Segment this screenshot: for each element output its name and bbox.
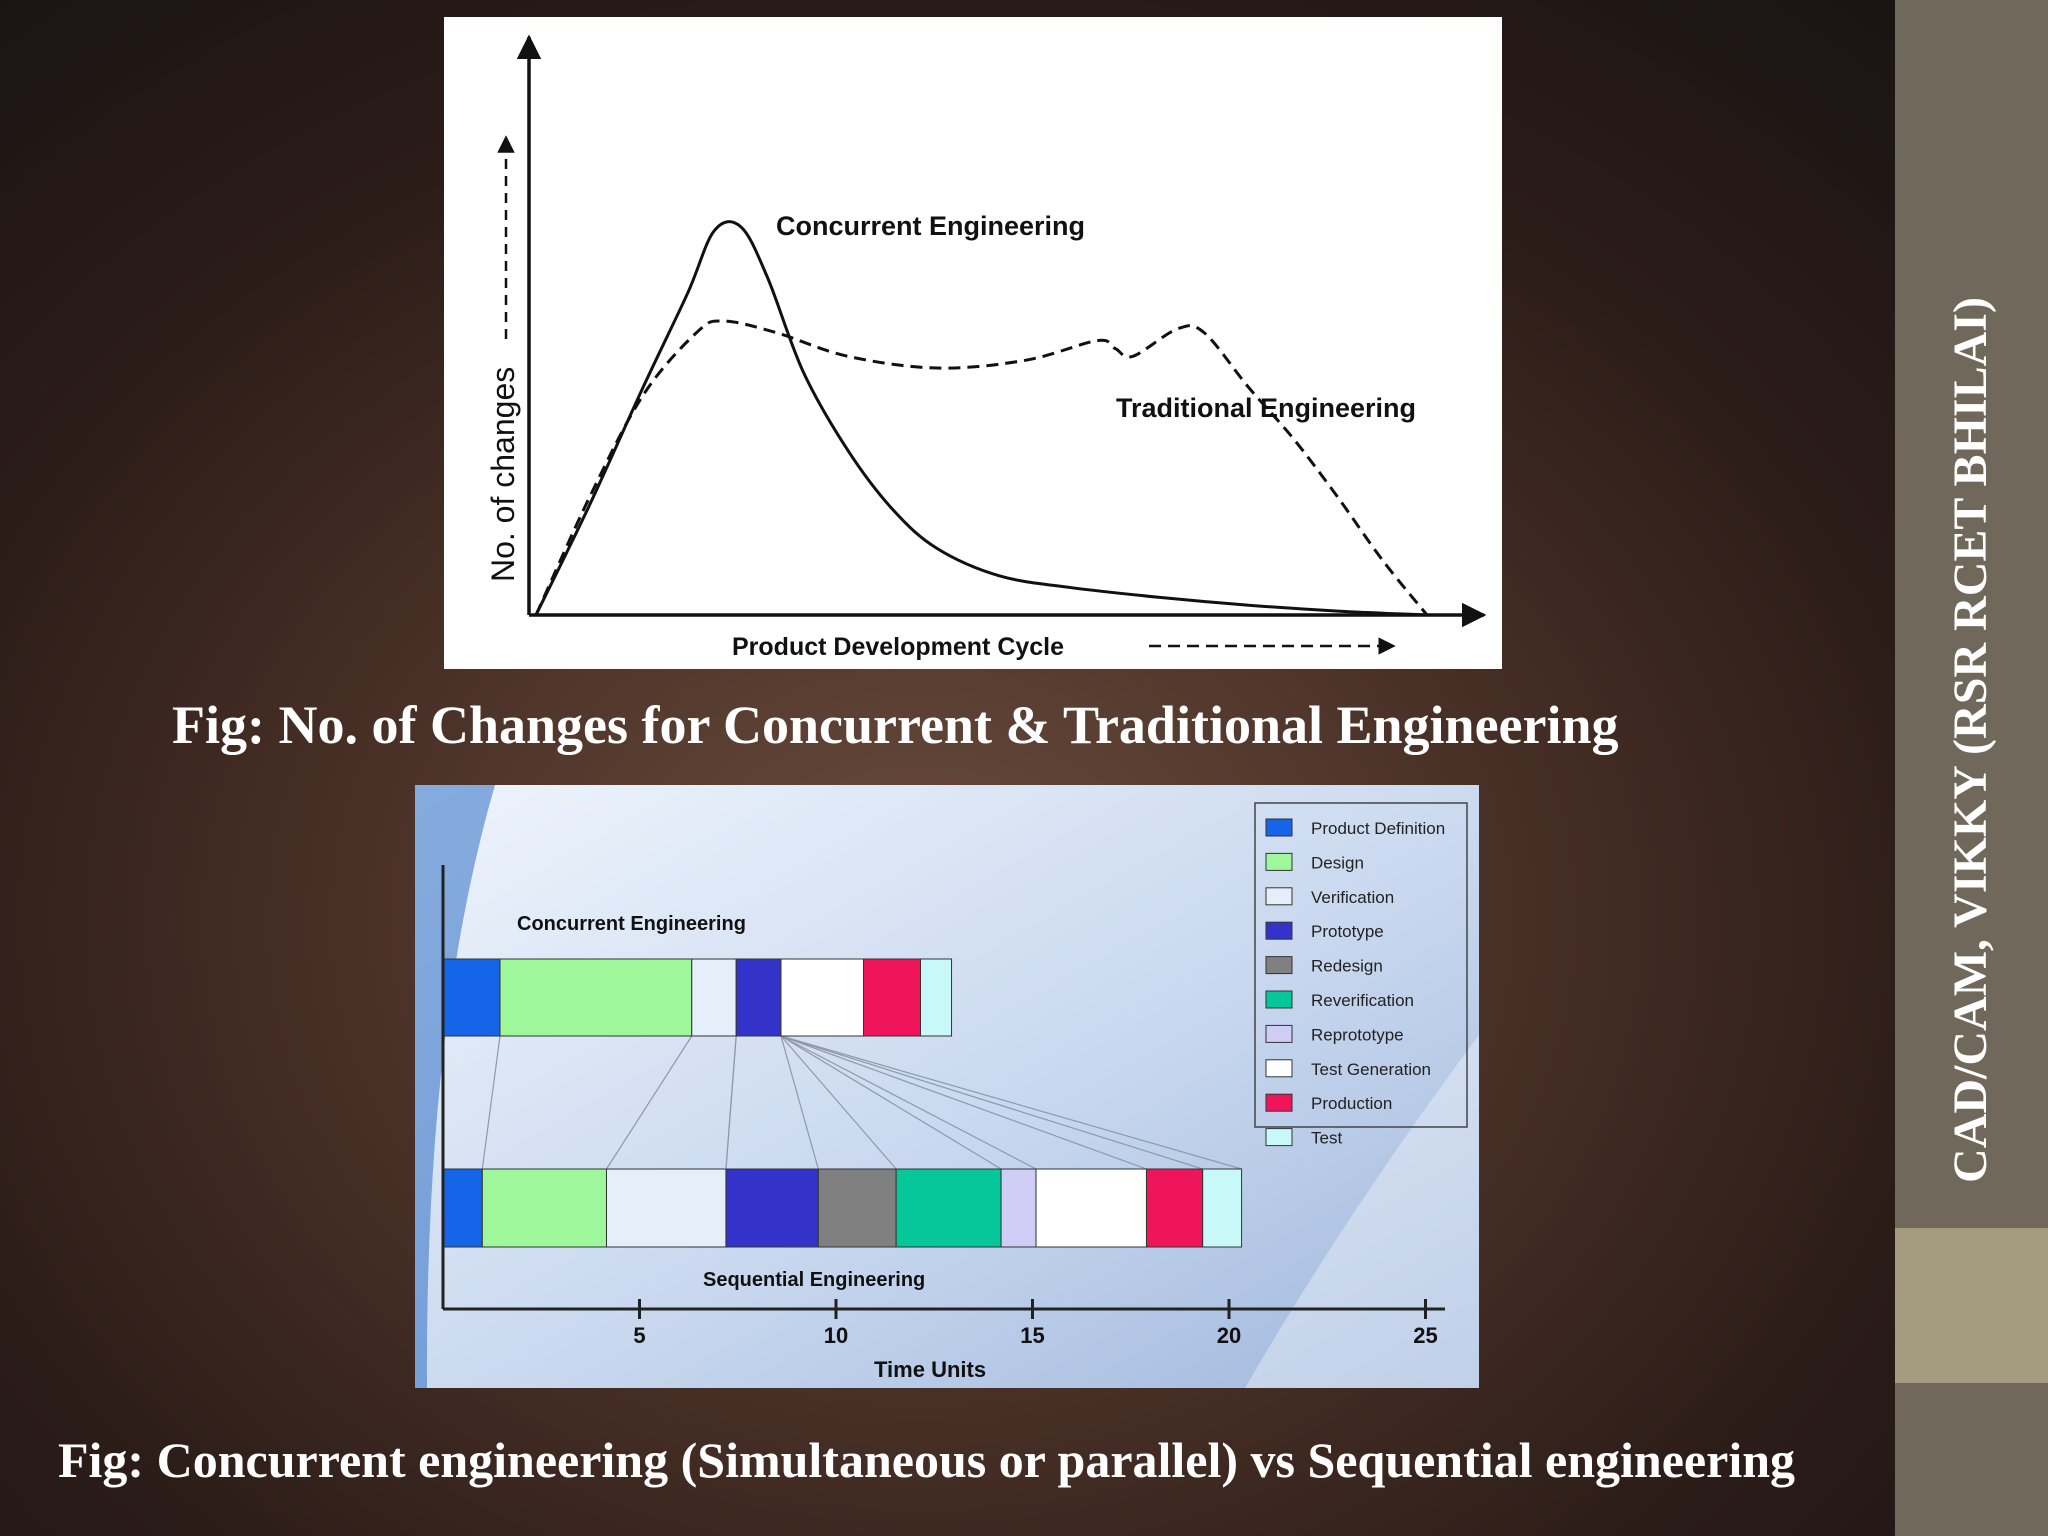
gantt-segment-0-4	[780, 958, 865, 1037]
gantt-segment-1-4	[817, 1168, 897, 1248]
series-label-concurrent: Concurrent Engineering	[776, 211, 1085, 241]
legend-label-8: Production	[1311, 1094, 1392, 1113]
gantt-x-ticks: 5 10 15 20 25	[633, 1299, 1438, 1348]
gantt-connector-0	[481, 1035, 501, 1170]
figure-gantt-chart: 5 10 15 20 25 Concurrent Engineering Sequent…	[415, 785, 1479, 1388]
legend-swatch-5	[1265, 990, 1293, 1009]
gantt-segment-0-0	[442, 958, 501, 1037]
gantt-segment-0-5	[863, 958, 921, 1037]
legend-swatch-0	[1265, 818, 1293, 837]
legend-swatch-6	[1265, 1024, 1293, 1043]
gantt-connector-6	[780, 1035, 1002, 1170]
gantt-segment-0-2	[691, 958, 737, 1037]
gantt-connector-7	[780, 1035, 1037, 1170]
legend-swatch-2	[1265, 887, 1293, 906]
legend-swatch-7	[1265, 1059, 1293, 1078]
legend-label-4: Redesign	[1311, 957, 1383, 976]
legend-swatch-8	[1265, 1093, 1293, 1112]
caption-figure-1: Fig: No. of Changes for Concurrent & Tra…	[172, 695, 1619, 755]
gantt-tick-label-0: 5	[633, 1323, 645, 1348]
series-line-1	[534, 319, 1429, 616]
figure-changes-chart: Concurrent Engineering Traditional Engin…	[444, 17, 1502, 669]
gantt-segment-0-3	[735, 958, 782, 1037]
sidebar-accent-block	[1895, 1228, 2048, 1383]
gantt-panel-swoosh	[415, 785, 495, 1388]
gantt-segment-1-2	[605, 1168, 727, 1248]
series-label-traditional: Traditional Engineering	[1116, 393, 1416, 423]
legend-label-7: Test Generation	[1311, 1060, 1431, 1079]
gantt-connector-lines	[481, 1035, 1242, 1170]
row-label-sequential: Sequential Engineering	[703, 1269, 925, 1291]
gantt-bars	[442, 958, 1243, 1248]
gantt-tick-label-3: 20	[1217, 1323, 1241, 1348]
gantt-tick-label-2: 15	[1020, 1323, 1044, 1348]
gantt-tick-label-1: 10	[824, 1323, 848, 1348]
legend-swatch-4	[1265, 956, 1293, 975]
gantt-x-axis-label: Time Units	[874, 1357, 986, 1382]
gantt-connector-9	[780, 1035, 1203, 1170]
gantt-tick-label-4: 25	[1413, 1323, 1437, 1348]
gantt-segment-1-0	[442, 1168, 483, 1248]
legend-label-1: Design	[1311, 853, 1364, 872]
chart-series-group	[534, 220, 1429, 617]
legend-label-9: Test	[1311, 1129, 1342, 1148]
gantt-segment-1-6	[1000, 1168, 1037, 1248]
gantt-segment-1-1	[481, 1168, 607, 1248]
gantt-connector-8	[780, 1035, 1147, 1170]
row-label-concurrent: Concurrent Engineering	[517, 913, 746, 935]
gantt-connector-3	[725, 1035, 737, 1170]
gantt-segment-1-5	[895, 1168, 1002, 1248]
changes-line-chart: Concurrent Engineering Traditional Engin…	[485, 34, 1487, 661]
gantt-connector-10	[780, 1035, 1242, 1170]
legend-swatch-9	[1265, 1128, 1293, 1147]
gantt-connector-5	[780, 1035, 897, 1170]
gantt-segment-1-7	[1035, 1168, 1147, 1248]
gantt-connector-1	[605, 1035, 693, 1170]
legend-swatch-3	[1265, 921, 1293, 940]
gantt-segment-0-1	[499, 958, 693, 1037]
x-axis-label: Product Development Cycle	[732, 633, 1064, 661]
series-line-0	[534, 220, 1428, 617]
caption-figure-2: Fig: Concurrent engineering (Simultaneou…	[58, 1432, 1796, 1488]
legend-swatch-1	[1265, 852, 1293, 871]
gantt-legend-box	[1254, 802, 1468, 1128]
gantt-segment-0-6	[919, 958, 953, 1037]
legend-label-5: Reverification	[1311, 991, 1414, 1010]
legend-label-6: Reprototype	[1311, 1025, 1404, 1044]
gantt-panel-highlight	[1245, 1035, 1479, 1388]
gantt-connector-4	[780, 1035, 819, 1170]
legend-label-3: Prototype	[1311, 922, 1384, 941]
engineering-gantt-chart: 5 10 15 20 25 Concurrent Engineering Sequent…	[415, 785, 1479, 1388]
gantt-segment-1-3	[725, 1168, 819, 1248]
gantt-segment-1-8	[1145, 1168, 1204, 1248]
gantt-segment-1-9	[1202, 1168, 1243, 1248]
y-axis-label: No. of changes	[485, 367, 521, 582]
gantt-legend: Product Definition Design Verification Prot…	[1254, 802, 1468, 1148]
legend-label-0: Product Definition	[1311, 819, 1445, 838]
sidebar-vertical-title: CAD/CAM, VIKKY (RSR RCET BHILAI)	[1944, 297, 1997, 1183]
gantt-panel-background	[415, 785, 1479, 1388]
legend-label-2: Verification	[1311, 888, 1394, 907]
